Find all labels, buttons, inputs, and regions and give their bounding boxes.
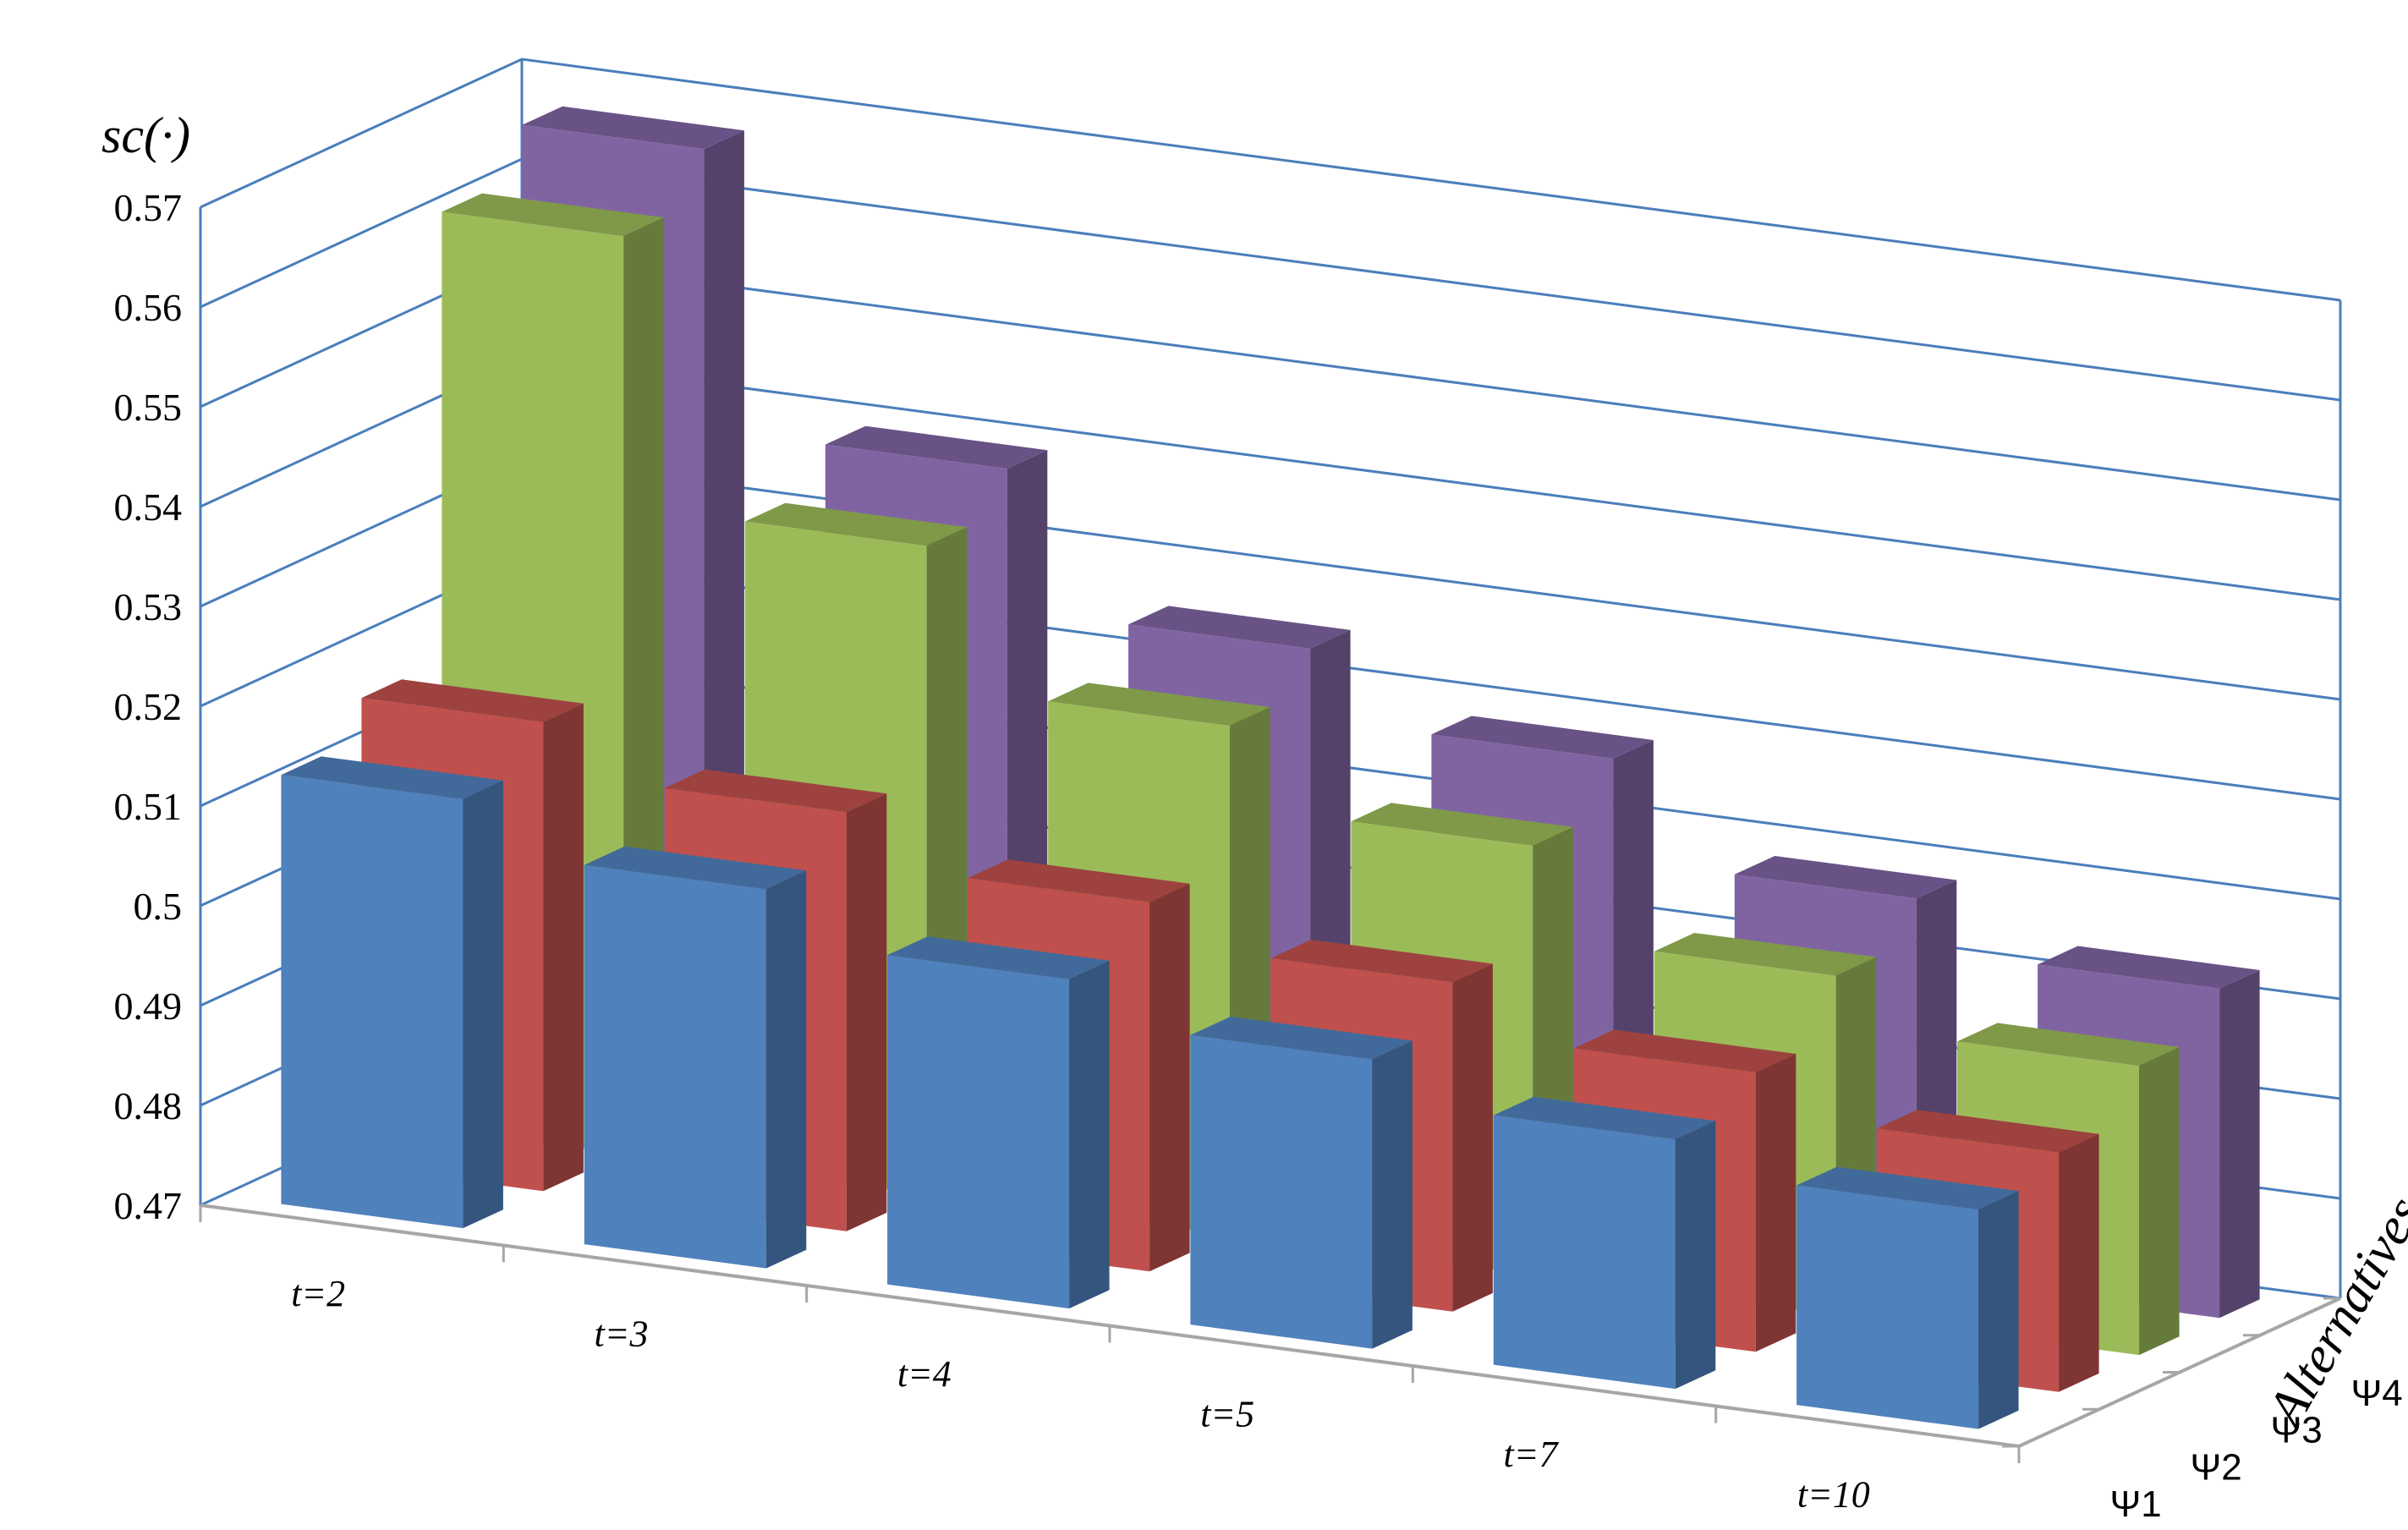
y-tick-label: 0.57 xyxy=(114,186,183,229)
y-tick-label: 0.53 xyxy=(114,585,183,628)
bar-side xyxy=(2219,970,2260,1319)
bar-top xyxy=(1573,1029,1796,1072)
bar-front xyxy=(281,775,463,1229)
bar xyxy=(1190,1017,1412,1349)
bar-front xyxy=(887,955,1070,1309)
bar-top xyxy=(968,859,1190,902)
y-tick-label: 0.51 xyxy=(114,785,183,828)
y-tick-label: 0.5 xyxy=(134,885,183,928)
y-axis-label: sc(·) xyxy=(101,107,190,163)
bar xyxy=(281,756,503,1229)
bar-front xyxy=(1796,1185,1979,1429)
bar-top xyxy=(1877,1110,2099,1153)
bar-front xyxy=(1190,1034,1373,1349)
bar-top xyxy=(744,502,968,546)
y-tick-label: 0.49 xyxy=(114,984,183,1028)
bar-side xyxy=(765,870,807,1269)
x-tick-label: t=7 xyxy=(1504,1434,1560,1475)
bar-top xyxy=(2038,946,2260,989)
bar-side xyxy=(1978,1191,2019,1429)
bar xyxy=(1493,1096,1716,1390)
bar-top xyxy=(584,846,807,890)
bar-top xyxy=(1048,683,1270,726)
bar-top xyxy=(361,679,584,722)
bar xyxy=(584,846,807,1269)
bar xyxy=(887,936,1110,1309)
bar-side xyxy=(463,780,503,1229)
x-tick-label: t=3 xyxy=(595,1313,649,1354)
bars xyxy=(281,106,2260,1429)
x-tick-label: t=5 xyxy=(1200,1393,1254,1434)
bar-side xyxy=(1452,963,1493,1312)
bar-top xyxy=(825,425,1048,469)
y-tick-label: 0.54 xyxy=(114,485,183,529)
series-label: Ψ2 xyxy=(2191,1446,2242,1488)
bar-top xyxy=(1190,1017,1412,1060)
bar-top xyxy=(1654,933,1877,976)
bar-top xyxy=(1351,803,1573,846)
bar-side xyxy=(1149,883,1190,1272)
bar-top xyxy=(1796,1166,2019,1209)
bar-side xyxy=(2139,1047,2180,1356)
bar-top xyxy=(1957,1023,2180,1066)
bar-side xyxy=(1755,1054,1796,1352)
bar-side xyxy=(2059,1133,2099,1392)
axes xyxy=(199,1204,2341,1463)
bar-front xyxy=(584,864,766,1269)
bar-top xyxy=(664,769,887,813)
series-label: Ψ3 xyxy=(2271,1410,2323,1451)
bar-top xyxy=(522,106,744,150)
y-tick-label: 0.56 xyxy=(114,286,183,329)
bar-top xyxy=(1734,856,1957,899)
bar-side xyxy=(1069,960,1110,1309)
series-label: Ψ4 xyxy=(2351,1373,2403,1414)
x-tick-label: t=4 xyxy=(897,1353,952,1395)
bar-top xyxy=(887,936,1110,979)
series-label: Ψ1 xyxy=(2110,1483,2162,1525)
y-tick-label: 0.55 xyxy=(114,386,183,429)
bar-side xyxy=(1675,1121,1716,1390)
x-tick-label: t=2 xyxy=(291,1273,345,1314)
bar-top xyxy=(1431,716,1654,759)
y-tick-label: 0.47 xyxy=(114,1184,183,1227)
y-tick-label: 0.48 xyxy=(114,1084,183,1127)
bar-top xyxy=(1128,606,1351,649)
bar-side xyxy=(846,793,887,1231)
bar-top xyxy=(1493,1096,1716,1140)
bar-top xyxy=(281,756,503,799)
bar-top xyxy=(442,193,664,236)
bar-side xyxy=(543,703,584,1192)
bar xyxy=(1796,1166,2019,1429)
bar-side xyxy=(1372,1040,1412,1349)
bar-front xyxy=(1493,1115,1676,1390)
bar-top xyxy=(1270,940,1493,983)
x-tick-label: t=10 xyxy=(1797,1473,1870,1515)
y-tick-label: 0.52 xyxy=(114,685,183,728)
